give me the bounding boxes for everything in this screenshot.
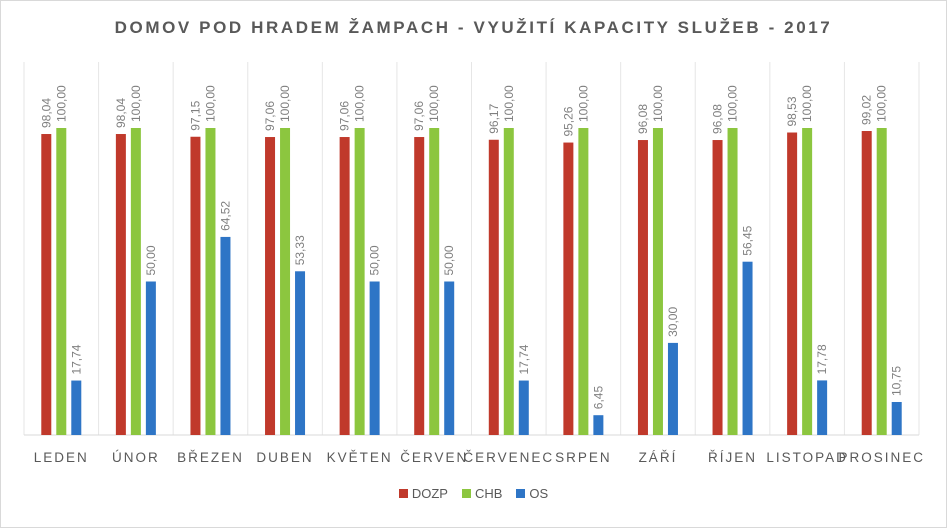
data-label: 17,74: [517, 344, 531, 374]
bar-dozp: [339, 137, 350, 435]
data-label: 100,00: [651, 85, 665, 122]
bar-os: [71, 380, 82, 435]
bar-os: [220, 236, 231, 435]
x-tick-label: ÚNOR: [112, 450, 160, 465]
bar-chb: [429, 128, 440, 435]
data-label: 17,78: [815, 344, 829, 374]
bar-os: [145, 281, 156, 435]
data-label: 100,00: [726, 85, 740, 122]
bar-chb: [727, 128, 738, 435]
data-label: 97,06: [338, 101, 352, 131]
legend-label: DOZP: [411, 486, 448, 501]
bar-dozp: [637, 140, 648, 435]
data-label: 97,06: [263, 101, 277, 131]
legend-label: OS: [529, 486, 549, 501]
data-label: 100,00: [502, 85, 516, 122]
data-label: 100,00: [800, 85, 814, 122]
bar-os: [667, 342, 678, 435]
x-tick-label: ČERVEN: [400, 450, 468, 465]
bar-chb: [876, 128, 887, 435]
legend-swatch: [398, 489, 408, 498]
data-label: 98,04: [39, 98, 53, 128]
bar-chb: [503, 128, 514, 435]
bar-os: [444, 281, 455, 435]
legend-item-os: OS: [516, 486, 548, 501]
bar-dozp: [41, 134, 52, 435]
x-tick-label: ZÁŘÍ: [639, 450, 678, 465]
data-label: 95,26: [561, 106, 575, 136]
x-tick-label: KVĚTEN: [327, 450, 393, 465]
x-tick-label: SRPEN: [555, 450, 612, 465]
legend-item-dozp: DOZP: [398, 486, 448, 501]
x-tick-label: DUBEN: [256, 450, 313, 465]
legend-swatch: [516, 489, 526, 498]
legend-item-chb: CHB: [461, 486, 503, 501]
data-label: 100,00: [278, 85, 292, 122]
data-label: 17,74: [69, 344, 83, 374]
bar-dozp: [787, 132, 798, 436]
data-label: 100,00: [203, 85, 217, 122]
data-label: 97,06: [412, 101, 426, 131]
data-label: 50,00: [368, 245, 382, 275]
bar-os: [742, 261, 753, 435]
bar-chb: [205, 128, 216, 435]
data-label: 100,00: [427, 85, 441, 122]
x-tick-label: BŘEZEN: [177, 450, 244, 465]
data-label: 100,00: [129, 85, 143, 122]
bar-dozp: [712, 140, 723, 435]
bar-chb: [652, 128, 663, 435]
data-label: 10,75: [890, 366, 904, 396]
data-label: 98,04: [114, 98, 128, 128]
bar-chb: [280, 128, 291, 435]
bar-dozp: [488, 139, 499, 435]
data-label: 53,33: [293, 235, 307, 265]
bar-dozp: [563, 142, 574, 435]
x-tick-label: LEDEN: [34, 450, 89, 465]
legend-label: CHB: [474, 486, 503, 501]
data-label: 96,08: [711, 104, 725, 134]
bar-chb: [578, 128, 589, 435]
data-label: 96,08: [636, 104, 650, 134]
data-label: 30,00: [666, 307, 680, 337]
bar-chb: [802, 128, 813, 435]
bar-os: [518, 380, 529, 435]
data-label: 64,52: [218, 201, 232, 231]
bar-chb: [354, 128, 365, 435]
chart-title: DOMOV POD HRADEM ŽAMPACH - VYUŽITÍ KAPAC…: [114, 18, 833, 37]
bar-os: [295, 271, 306, 435]
data-label: 100,00: [353, 85, 367, 122]
data-label: 100,00: [576, 85, 590, 122]
bar-chb: [130, 128, 141, 435]
data-label: 96,17: [487, 103, 501, 133]
legend: DOZP CHB OS: [0, 486, 947, 501]
x-tick-label: LISTOPAD: [766, 450, 848, 465]
data-label: 56,45: [741, 225, 755, 255]
bar-os: [817, 380, 828, 435]
x-tick-label: ŘÍJEN: [708, 450, 757, 465]
bar-dozp: [190, 136, 201, 435]
bar-dozp: [265, 137, 276, 435]
data-label: 50,00: [144, 245, 158, 275]
data-label: 50,00: [442, 245, 456, 275]
bar-os: [891, 401, 902, 435]
bar-dozp: [861, 131, 872, 435]
x-tick-label: ČERVENEC: [463, 450, 554, 465]
data-label: 97,15: [188, 100, 202, 130]
data-label: 98,53: [785, 96, 799, 126]
legend-swatch: [461, 489, 471, 498]
data-label: 100,00: [54, 85, 68, 122]
data-label: 100,00: [875, 85, 889, 122]
data-label: 99,02: [860, 95, 874, 125]
bar-chb: [56, 128, 67, 435]
bar-os: [369, 281, 380, 435]
bar-dozp: [414, 137, 425, 435]
x-tick-label: PROSINEC: [838, 450, 925, 465]
data-label: 6,45: [591, 386, 605, 410]
bar-dozp: [115, 134, 126, 435]
bar-os: [593, 415, 604, 435]
